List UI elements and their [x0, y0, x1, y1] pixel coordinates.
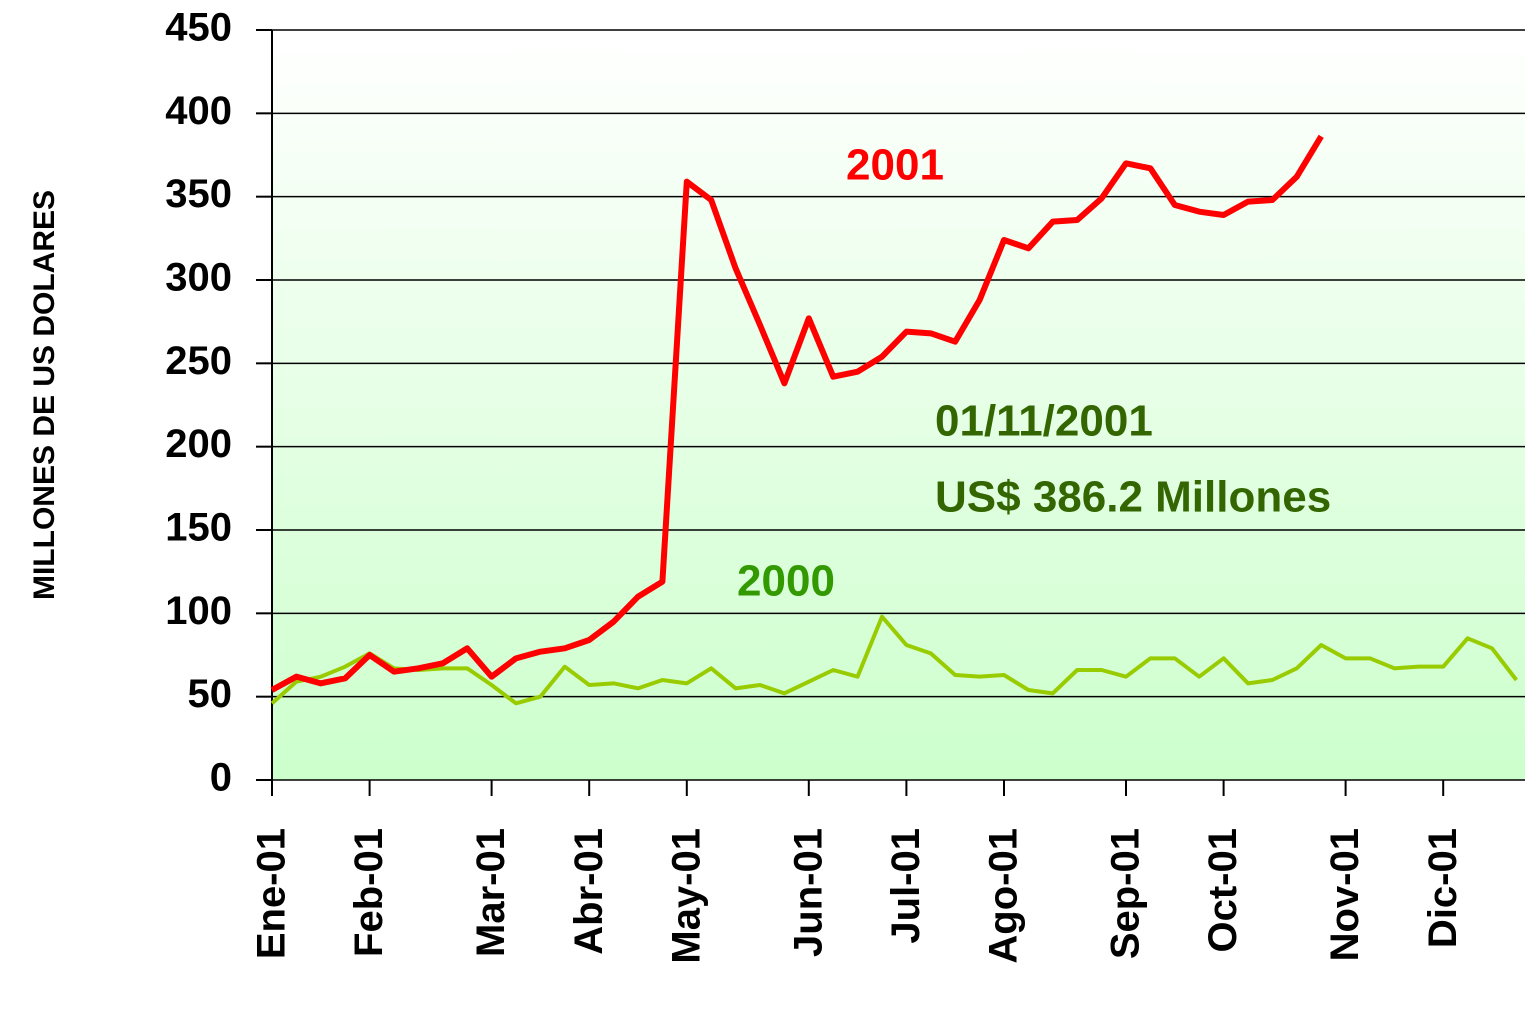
- series-line: [270, 614, 1518, 706]
- y-tick-label: 250: [165, 339, 232, 383]
- y-tick-label: 150: [165, 506, 232, 550]
- y-tick-label: 0: [210, 756, 232, 800]
- x-tick-label: Nov-01: [1323, 828, 1367, 961]
- annotation: US$ 386.2 Millones: [935, 473, 1331, 522]
- y-axis-title: MILLONES DE US DOLARES: [28, 190, 61, 600]
- x-tick-label: Sep-01: [1104, 828, 1148, 959]
- x-tick-label: Oct-01: [1201, 828, 1245, 953]
- x-tick-label: May-01: [664, 828, 708, 964]
- annotation: 01/11/2001: [935, 397, 1153, 446]
- x-tick-label: Abr-01: [567, 828, 611, 955]
- y-tick-label: 300: [165, 256, 232, 300]
- y-tick-label: 100: [165, 589, 232, 633]
- x-tick-label: Jul-01: [884, 828, 928, 944]
- x-tick-label: Ago-01: [982, 828, 1026, 964]
- series-label: 2000: [737, 557, 835, 606]
- x-tick-label: Feb-01: [347, 828, 391, 957]
- y-tick-label: 400: [165, 89, 232, 133]
- x-tick-label: Ene-01: [250, 828, 294, 959]
- y-tick-label: 200: [165, 422, 232, 466]
- y-tick-label: 350: [165, 172, 232, 216]
- y-tick-label: 450: [165, 6, 232, 50]
- x-tick-label: Jun-01: [786, 828, 830, 957]
- series-line: [270, 134, 1324, 693]
- plot-area: [272, 30, 1525, 780]
- x-tick-label: Dic-01: [1421, 828, 1465, 948]
- series-label: 2001: [846, 141, 944, 190]
- y-tick-label: 50: [188, 672, 233, 716]
- x-tick-label: Mar-01: [469, 828, 513, 957]
